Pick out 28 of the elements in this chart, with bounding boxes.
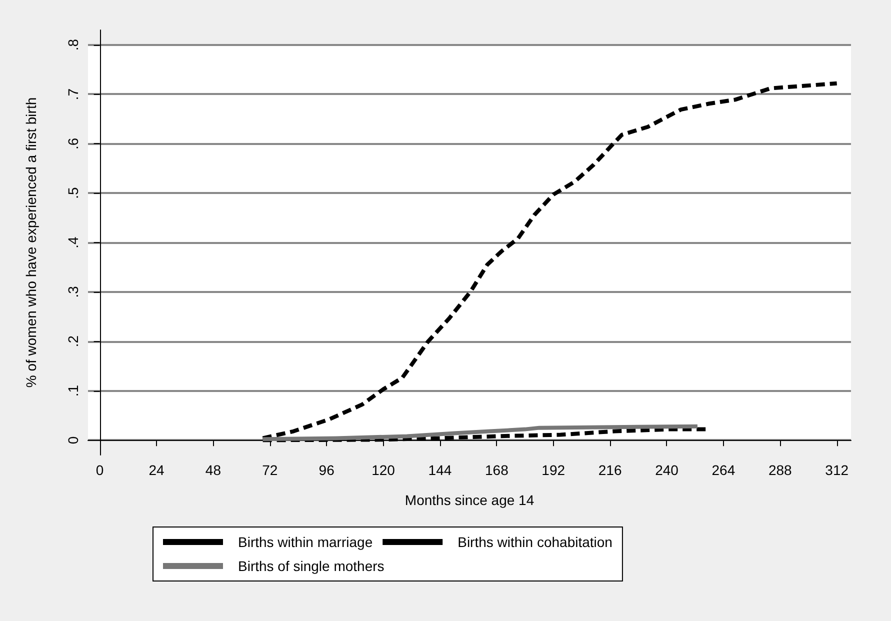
x-tick-label: 216 <box>598 462 622 478</box>
y-tick-label: .4 <box>65 236 81 248</box>
x-tick-label: 312 <box>825 462 849 478</box>
y-tick-label: .8 <box>65 38 81 51</box>
x-tick-label: 264 <box>712 462 736 478</box>
y-tick-label: .3 <box>65 286 81 298</box>
y-axis-title: % of women who have experienced a first birth <box>23 97 39 388</box>
legend-label: Births within marriage <box>238 534 373 550</box>
x-tick-label: 240 <box>655 462 679 478</box>
y-tick-label: .1 <box>65 384 81 397</box>
y-tick-label: .2 <box>65 335 81 348</box>
x-tick-label: 48 <box>205 462 222 478</box>
x-tick-label: 288 <box>768 462 792 478</box>
x-axis-title: Months since age 14 <box>404 492 534 508</box>
x-tick-label: 96 <box>318 462 335 478</box>
y-tick-label: .7 <box>65 88 81 100</box>
x-tick-label: 120 <box>372 462 396 478</box>
y-tick-label: .6 <box>65 138 81 150</box>
x-tick-label: 0 <box>96 462 104 478</box>
y-tick-label: 0 <box>65 436 81 444</box>
legend-label: Births within cohabitation <box>458 534 612 550</box>
x-tick-label: 168 <box>484 462 509 478</box>
x-tick-label: 144 <box>428 462 452 478</box>
legend-label: Births of single mothers <box>238 558 384 574</box>
y-tick-label: .5 <box>65 187 81 199</box>
x-tick-label: 192 <box>542 462 566 478</box>
x-tick-label: 72 <box>262 462 278 478</box>
x-tick-label: 24 <box>148 462 164 478</box>
